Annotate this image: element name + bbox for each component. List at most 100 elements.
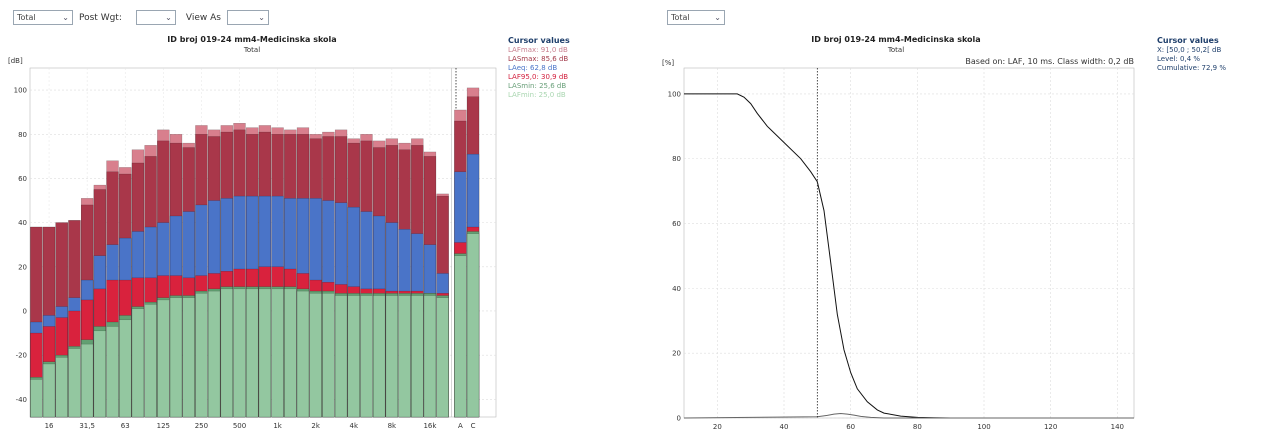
x-tick-label: 16	[45, 422, 54, 430]
bar-lafmin	[195, 293, 208, 418]
cursor-value-entry: LASmin: 25,6 dB	[508, 82, 566, 90]
view-as-label: View As	[185, 12, 221, 23]
chevron-down-icon: ⌄	[258, 13, 265, 22]
chevron-down-icon: ⌄	[714, 13, 721, 22]
y-tick-label: 100	[14, 87, 27, 95]
x-tick-label: A	[458, 422, 463, 430]
x-tick-label: 20	[713, 423, 722, 431]
x-tick-label: 500	[233, 422, 246, 430]
cursor-values-left-title: Cursor values	[508, 36, 570, 45]
bar-lafmin	[68, 348, 81, 418]
x-tick-label: 4k	[350, 422, 359, 430]
y-tick-label: 20	[18, 263, 27, 271]
x-tick-label: 80	[913, 423, 922, 431]
total-select-right-value: Total	[671, 13, 690, 22]
bar-chart-axes: -40 -20 0 20 40 60 80 100 16 31,5 63 125 250 500 1k 2k 4…	[14, 87, 476, 430]
cursor-value-entry: Cumulative: 72,9 %	[1157, 64, 1226, 72]
cursor-values-right-title: Cursor values	[1157, 36, 1219, 45]
bar-lafmin	[373, 295, 386, 418]
total-select-right[interactable]: Total ⌄	[667, 10, 725, 25]
post-wgt-select[interactable]: ⌄	[135, 10, 176, 25]
cursor-value-entry: LASmax: 85,6 dB	[508, 55, 568, 63]
bar-lafmin	[207, 290, 221, 418]
bar-lafmin	[347, 295, 360, 418]
bar-lafmin	[55, 357, 68, 418]
x-tick-label: 31,5	[79, 422, 95, 430]
y-tick-label: 0	[677, 415, 681, 423]
line-chart-series	[683, 93, 1134, 419]
line-chart-title: ID broj 019-24 mm4-Medicinska skola	[811, 35, 980, 44]
bar-lafmin	[169, 297, 183, 418]
bar-lafmin	[271, 288, 284, 418]
y-tick-label: -40	[16, 396, 27, 404]
x-tick-label: 250	[195, 422, 208, 430]
bar-lafmin	[246, 288, 259, 418]
line-chart-axes: 0 20 40 60 80 100 20 40 60 80 100 120 140	[668, 90, 1124, 431]
y-tick-label: 60	[672, 220, 681, 228]
chevron-down-icon: ⌄	[62, 13, 69, 22]
bar-lafmin	[106, 326, 119, 418]
bar-lafmin	[144, 304, 157, 418]
left-toolbar: Total ⌄ Post Wgt: ⌄ View As ⌄	[13, 10, 269, 25]
x-tick-label: 40	[780, 423, 789, 431]
cursor-value-entry: LAFmax: 91,0 dB	[508, 46, 568, 54]
bar-chart-bars	[30, 87, 480, 418]
cursor-value-entry: X: [50,0 ; 50,2[ dB	[1157, 46, 1221, 54]
bar-lafmin	[80, 343, 94, 418]
spectrum-bar-chart[interactable]: ID broj 019-24 mm4-Medicinska skola Tota…	[0, 0, 640, 433]
y-tick-label: 80	[18, 131, 27, 139]
bar-lafmin	[42, 363, 56, 418]
bar-lafmin	[131, 308, 145, 418]
bar-lafmin	[466, 233, 480, 418]
total-select-value: Total	[17, 13, 36, 22]
bar-lafmin	[398, 295, 411, 418]
bar-lafmin	[258, 288, 272, 418]
bar-lafmin	[182, 297, 195, 418]
x-tick-label: 63	[121, 422, 130, 430]
series-cumulative	[684, 93, 1134, 419]
bar-lafmin	[385, 295, 399, 418]
bar-chart-ylabel: [dB]	[8, 57, 23, 65]
y-tick-label: 100	[668, 90, 681, 98]
right-toolbar: Total ⌄	[667, 10, 725, 25]
bar-lafmin	[411, 295, 424, 418]
distribution-line-chart[interactable]: ID broj 019-24 mm4-Medicinska skola Tota…	[640, 0, 1285, 433]
plot-area	[683, 67, 1135, 419]
cursor-value-entry: Level: 0,4 %	[1157, 55, 1200, 63]
y-tick-label: -20	[16, 352, 27, 360]
chevron-down-icon: ⌄	[165, 13, 172, 22]
post-wgt-label: Post Wgt:	[79, 12, 122, 23]
bar-lafmin	[423, 295, 437, 418]
bar-lafmin	[334, 295, 348, 418]
x-tick-label: 1k	[273, 422, 282, 430]
x-tick-label: 125	[157, 422, 170, 430]
bar-lafmin	[309, 293, 322, 418]
y-tick-label: 40	[18, 219, 27, 227]
line-chart-grid	[683, 67, 1135, 419]
bar-lafmin	[220, 288, 233, 418]
bar-lafmin	[322, 293, 335, 418]
series-level	[683, 412, 1134, 419]
bar-lafmin	[30, 379, 43, 418]
x-tick-label: 140	[1111, 423, 1124, 431]
x-tick-label: 60	[846, 423, 855, 431]
line-chart-ylabel: [%]	[662, 59, 674, 67]
line-chart-subtitle: Total	[887, 46, 904, 54]
bar-chart-subtitle: Total	[243, 46, 260, 54]
y-tick-label: 20	[672, 350, 681, 358]
cursor-value-entry: LAFmin: 25,0 dB	[508, 91, 566, 99]
bar-lafmin	[284, 288, 297, 418]
bar-lafmin	[454, 255, 467, 418]
bar-lafmin	[296, 290, 310, 418]
y-tick-label: 80	[672, 155, 681, 163]
total-select[interactable]: Total ⌄	[13, 10, 73, 25]
y-tick-label: 0	[23, 307, 27, 315]
x-tick-label: 16k	[423, 422, 437, 430]
bar-lafmin	[157, 299, 170, 418]
bar-lafmin	[233, 288, 246, 418]
view-as-select[interactable]: ⌄	[226, 10, 269, 25]
y-tick-label: 40	[672, 285, 681, 293]
x-tick-label: 8k	[388, 422, 397, 430]
x-tick-label: 2k	[311, 422, 320, 430]
